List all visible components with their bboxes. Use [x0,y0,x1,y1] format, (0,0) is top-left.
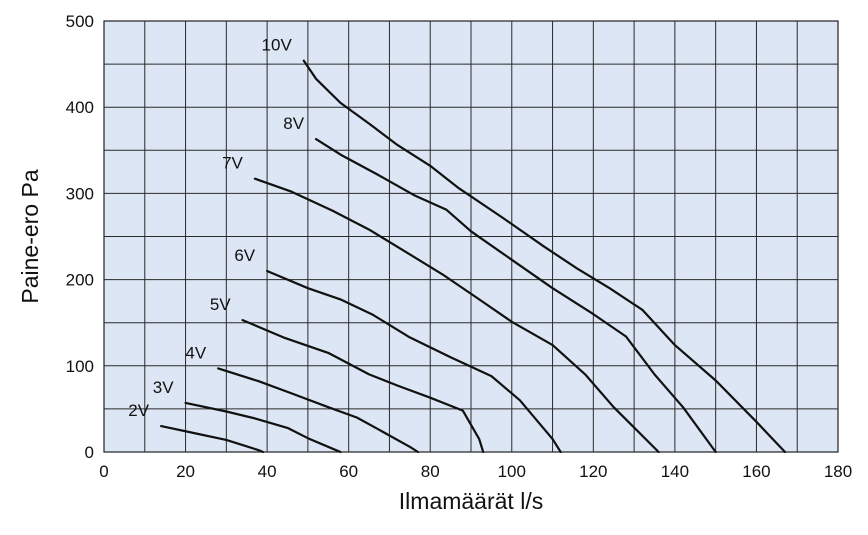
x-tick-label: 120 [579,462,607,481]
series-label-3V: 3V [153,378,174,397]
y-axis-title: Paine-ero Pa [17,169,43,303]
series-line-7V [253,177,660,454]
series-label-8V: 8V [283,114,304,133]
series-label-2V: 2V [128,401,149,420]
series-line-10V [302,59,787,454]
series-layer [160,59,787,454]
y-tick-label: 0 [85,443,94,462]
tick-labels: 0 20 40 60 80 100 120 140 160 180 0 100 200 300 400 500 [66,12,853,481]
x-tick-label: 0 [99,462,108,481]
x-tick-label: 140 [661,462,689,481]
series-label-7V: 7V [222,154,243,173]
series-line-2V [160,425,265,454]
x-tick-label: 80 [421,462,440,481]
x-axis-title: Ilmamäärät l/s [399,488,543,514]
series-label-4V: 4V [185,343,206,362]
x-tick-label: 20 [176,462,195,481]
series-line-6V [266,269,562,454]
x-tick-label: 160 [742,462,770,481]
series-line-3V [184,401,342,454]
x-tick-label: 60 [339,462,358,481]
series-label-6V: 6V [234,246,255,265]
series-label-5V: 5V [210,295,231,314]
series-line-8V [314,138,717,454]
y-tick-label: 100 [66,357,94,376]
series-line-5V [241,319,485,454]
x-tick-label: 100 [498,462,526,481]
x-tick-label: 180 [824,462,852,481]
series-line-4V [217,367,420,454]
y-tick-label: 300 [66,184,94,203]
y-tick-label: 200 [66,271,94,290]
series-label-10V: 10V [262,36,293,55]
x-tick-label: 40 [258,462,277,481]
y-tick-label: 500 [66,12,94,31]
y-tick-label: 400 [66,98,94,117]
